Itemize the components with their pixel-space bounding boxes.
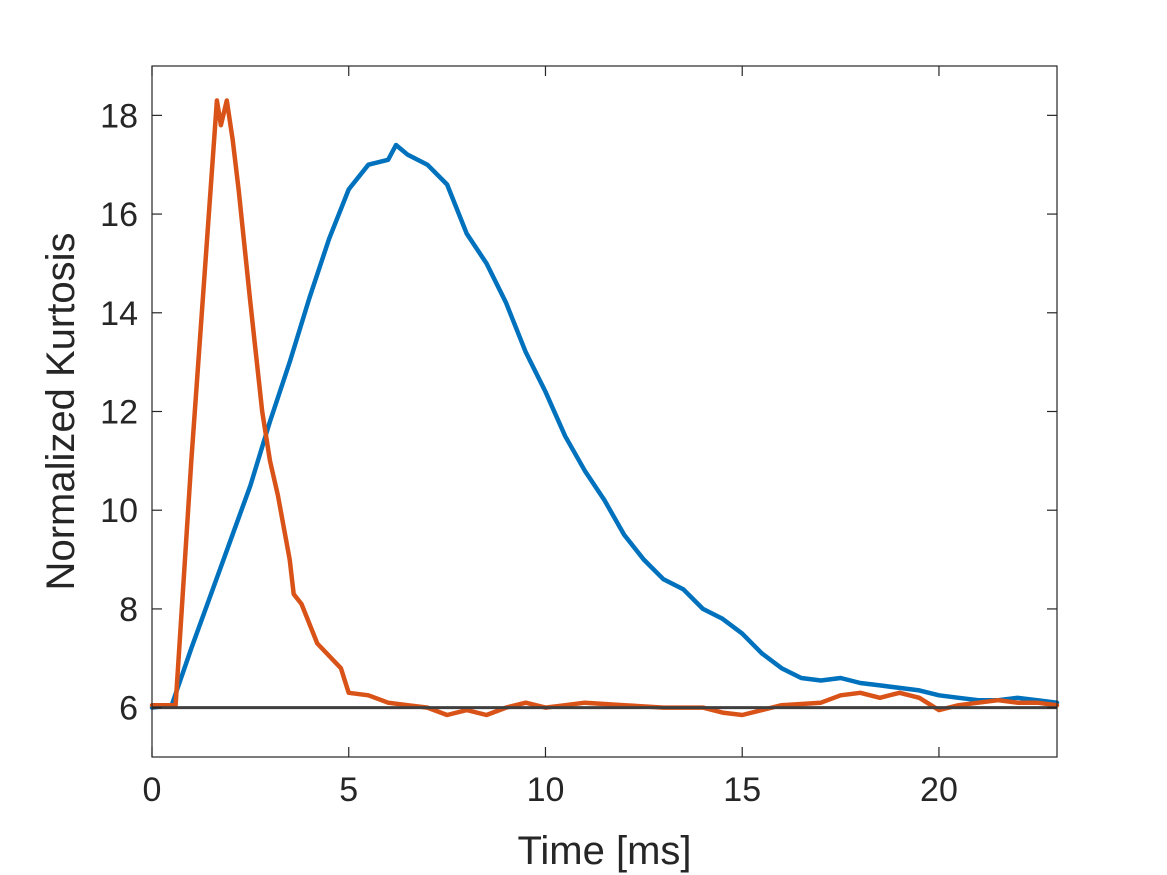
axes-frame [151,65,1058,758]
y-tick-label: 8 [119,591,138,629]
series-layer [149,98,1060,718]
plot-frame [151,65,1058,758]
x-tick-label: 10 [527,771,565,809]
series-line-2 [149,98,1060,718]
y-tick-label: 16 [100,196,138,234]
tick-layer: 0 5 10 15 20 6 8 10 12 14 16 18 [100,66,1057,809]
y-axis-label: Normalized Kurtosis [39,233,83,591]
y-tick-label: 18 [100,97,138,135]
y-tick-label: 12 [100,394,138,432]
x-tick-label: 15 [723,771,761,809]
x-tick-label: 20 [920,771,958,809]
series-line-1 [149,142,1060,710]
x-tick-label: 0 [143,771,162,809]
x-axis-label: Time [ms] [517,829,691,873]
y-tick-label: 6 [119,690,138,728]
y-tick-label: 10 [100,492,138,530]
x-tick-label: 5 [339,771,358,809]
y-tick-label: 14 [100,295,138,333]
